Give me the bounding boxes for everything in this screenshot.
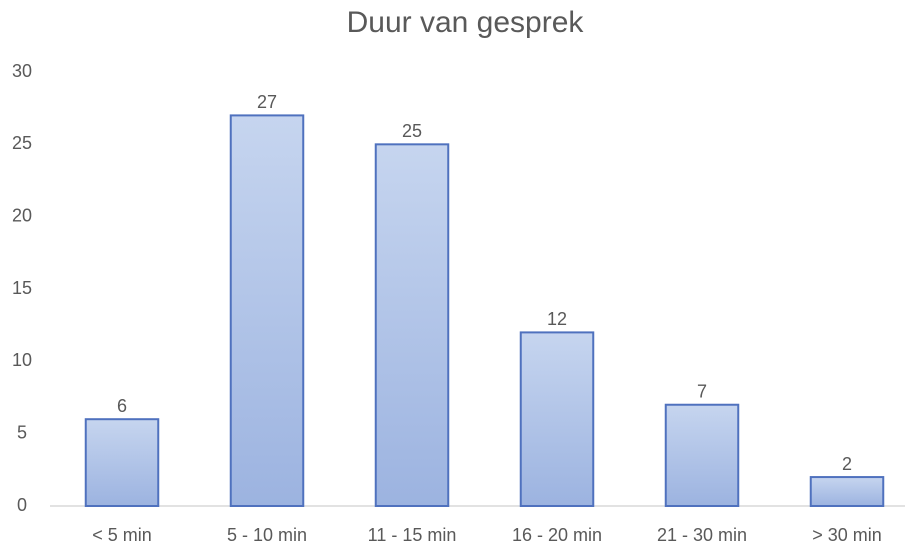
data-label: 2 [842,454,852,474]
y-tick-label: 10 [12,350,32,370]
y-tick-label: 15 [12,278,32,298]
x-tick-label: 5 - 10 min [227,525,307,545]
bar [664,403,740,508]
x-tick-label: > 30 min [812,525,882,545]
data-label: 7 [697,381,707,401]
bar [229,114,305,508]
y-tick-label: 25 [12,133,32,153]
data-label: 27 [257,92,277,112]
data-label: 6 [117,396,127,416]
bar [809,476,885,508]
data-label: 25 [402,121,422,141]
x-tick-label: 16 - 20 min [512,525,602,545]
bar [84,418,160,508]
y-tick-label: 5 [17,422,27,442]
bar [374,143,450,507]
x-tick-label: 21 - 30 min [657,525,747,545]
data-label: 12 [547,309,567,329]
y-tick-label: 0 [17,495,27,515]
x-tick-label: 11 - 15 min [368,525,457,545]
bar [519,331,595,507]
y-tick-label: 30 [12,61,32,81]
chart-title: Duur van gesprek [347,6,585,39]
y-tick-label: 20 [12,205,32,225]
x-tick-label: < 5 min [92,525,152,545]
